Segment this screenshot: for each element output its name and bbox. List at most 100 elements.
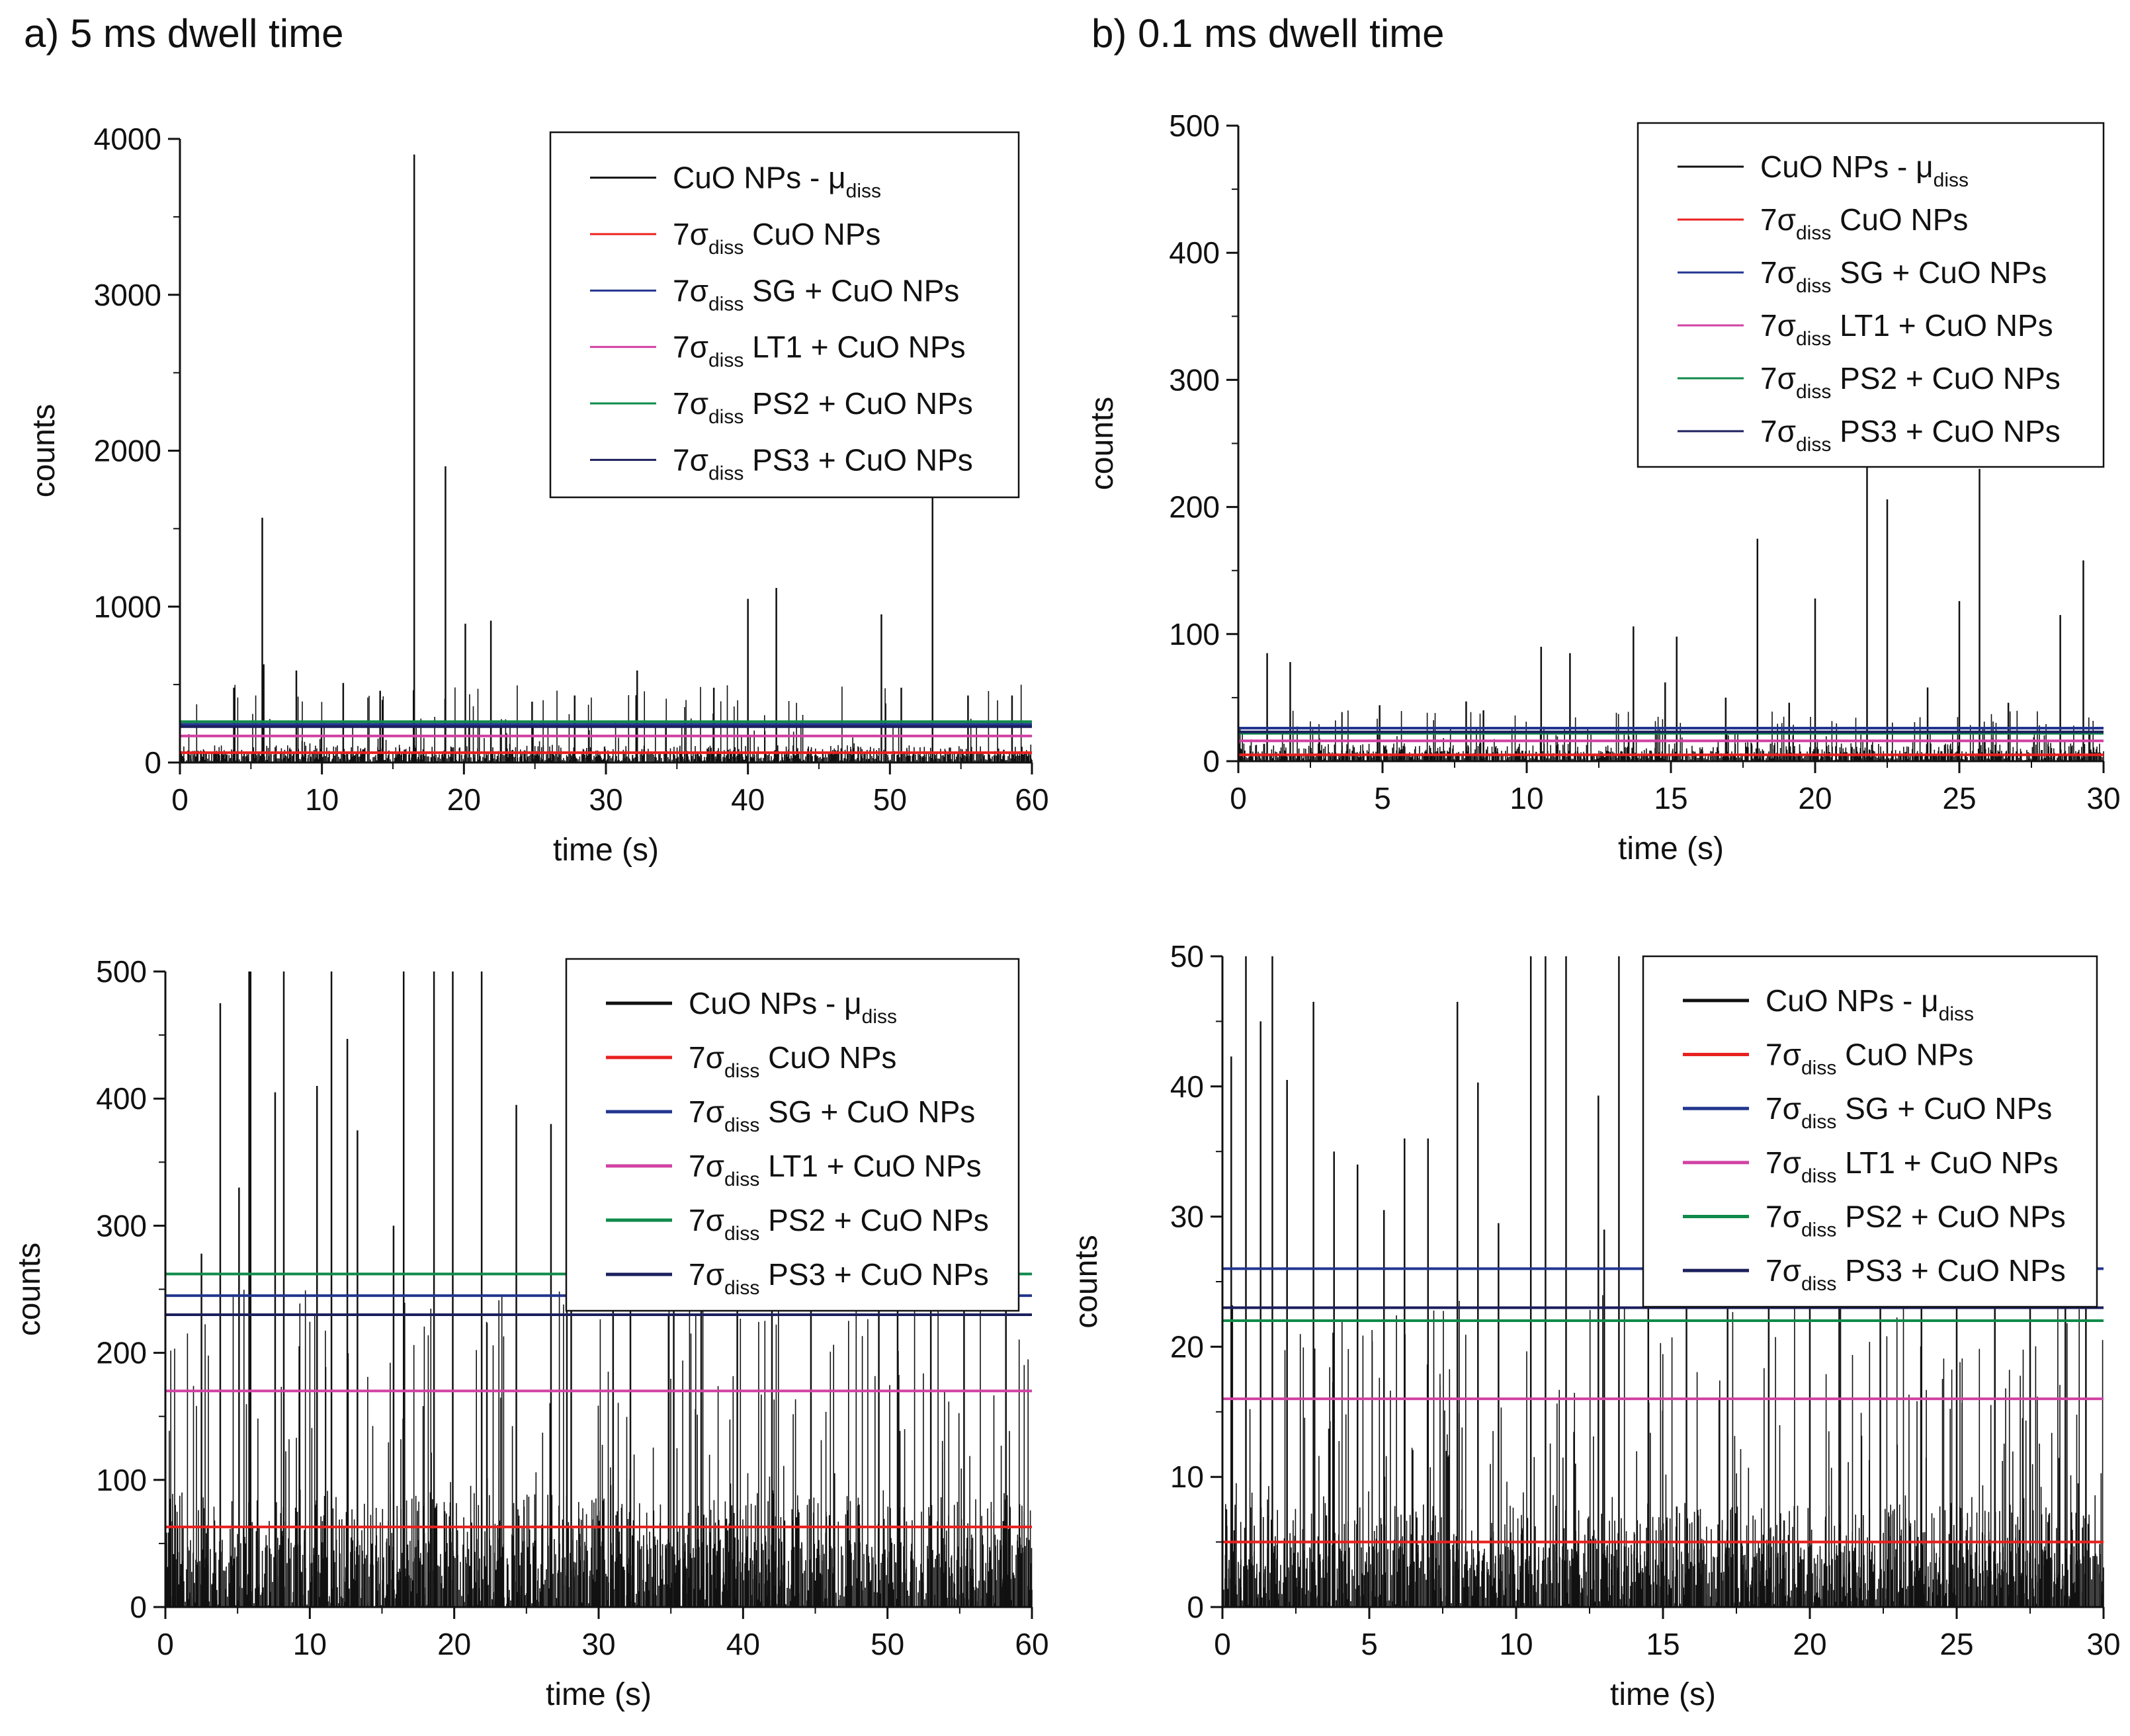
panel-a-title: a) 5 ms dwell time xyxy=(24,11,344,56)
legend-label: 7σdiss PS3 + CuO NPs xyxy=(1760,414,2061,456)
legend-label: 7σdiss CuO NPs xyxy=(673,217,880,259)
x-tick-label: 0 xyxy=(1214,1627,1231,1661)
x-axis-title: time (s) xyxy=(1610,1677,1716,1712)
x-tick-label: 10 xyxy=(1510,781,1543,815)
legend-label: 7σdiss SG + CuO NPs xyxy=(1760,255,2047,297)
y-tick-label: 50 xyxy=(1170,939,1204,973)
y-tick-label: 200 xyxy=(1169,490,1220,524)
y-tick-label: 300 xyxy=(96,1208,147,1243)
chart-b-bottom: 0 5 10 15 20 25 30 0 10 20 30 40 50 time (s) counts CuO… xyxy=(1069,939,2121,1712)
legend-label: 7σdiss CuO NPs xyxy=(689,1040,896,1082)
y-axis-title: counts xyxy=(1069,1235,1104,1328)
legend-label: 7σdiss PS3 + CuO NPs xyxy=(1766,1253,2066,1295)
legend: CuO NPs - μdiss 7σdiss CuO NPs 7σdiss SG +… xyxy=(1637,122,2105,468)
chart-a-bottom: 0 10 20 30 40 50 60 0 100 200 300 400 500 time (s) cou… xyxy=(12,954,1049,1712)
panel-b-title: b) 0.1 ms dwell time xyxy=(1091,11,1445,56)
x-tick-label: 15 xyxy=(1646,1627,1680,1661)
y-tick-label: 2000 xyxy=(94,434,161,468)
x-tick-label: 40 xyxy=(726,1627,760,1661)
x-tick-label: 20 xyxy=(447,782,481,817)
chart-a-top: 0 10 20 30 40 50 60 0 1000 2000 3000 4000 time (s) co… xyxy=(26,122,1049,868)
legend-label: 7σdiss PS2 + CuO NPs xyxy=(673,386,973,428)
legend-label: 7σdiss CuO NPs xyxy=(1760,202,1968,244)
y-tick-label: 200 xyxy=(96,1336,147,1370)
legend-label: 7σdiss LT1 + CuO NPs xyxy=(673,330,966,372)
y-tick-label: 0 xyxy=(144,745,161,780)
x-tick-label: 30 xyxy=(2086,1627,2120,1661)
legend-box xyxy=(565,958,1020,1312)
y-tick-label: 500 xyxy=(96,954,147,989)
y-tick-label: 30 xyxy=(1170,1200,1204,1234)
y-tick-label: 0 xyxy=(1187,1590,1204,1624)
x-tick-label: 20 xyxy=(1793,1627,1826,1661)
legend: CuO NPs - μdiss 7σdiss CuO NPs 7σdiss SG +… xyxy=(1642,955,2098,1308)
y-tick-label: 3000 xyxy=(94,278,161,312)
x-tick-label: 30 xyxy=(2086,781,2120,815)
legend-label: 7σdiss PS3 + CuO NPs xyxy=(689,1257,989,1299)
y-axis-title: counts xyxy=(12,1243,47,1336)
x-tick-label: 60 xyxy=(1015,1627,1048,1661)
y-axis-title: counts xyxy=(26,404,62,497)
legend-box xyxy=(1637,122,2105,468)
y-tick-label: 10 xyxy=(1170,1460,1204,1494)
y-axis-title: counts xyxy=(1085,397,1120,490)
y-tick-label: 20 xyxy=(1170,1329,1204,1364)
x-tick-label: 50 xyxy=(873,782,907,817)
legend-label: 7σdiss PS2 + CuO NPs xyxy=(1766,1200,2066,1241)
y-tick-label: 100 xyxy=(96,1463,147,1497)
legend-label: 7σdiss SG + CuO NPs xyxy=(673,273,959,315)
x-tick-label: 10 xyxy=(1499,1627,1533,1661)
y-tick-label: 100 xyxy=(1169,617,1220,651)
legend: CuO NPs - μdiss 7σdiss CuO NPs 7σdiss SG +… xyxy=(565,958,1020,1312)
x-tick-label: 0 xyxy=(171,782,189,817)
x-tick-label: 25 xyxy=(1942,781,1976,815)
x-tick-label: 10 xyxy=(305,782,339,817)
y-tick-label: 500 xyxy=(1169,108,1220,143)
x-axis-title: time (s) xyxy=(546,1677,652,1712)
x-tick-label: 0 xyxy=(157,1627,174,1661)
legend-label: 7σdiss LT1 + CuO NPs xyxy=(1766,1145,2059,1187)
x-tick-label: 30 xyxy=(581,1627,615,1661)
legend-label: 7σdiss CuO NPs xyxy=(1766,1038,1973,1079)
y-tick-label: 300 xyxy=(1169,362,1220,397)
legend-label: 7σdiss SG + CuO NPs xyxy=(689,1095,975,1136)
legend-label: CuO NPs - μdiss xyxy=(673,161,881,202)
legend-label: CuO NPs - μdiss xyxy=(1766,983,1974,1025)
legend-box xyxy=(549,131,1020,499)
x-tick-label: 30 xyxy=(589,782,622,817)
legend-label: 7σdiss LT1 + CuO NPs xyxy=(1760,308,2053,350)
signal-noise xyxy=(165,1290,1033,1607)
y-tick-label: 400 xyxy=(1169,235,1220,270)
legend: CuO NPs - μdiss 7σdiss CuO NPs 7σdiss SG +… xyxy=(549,131,1020,499)
x-tick-label: 15 xyxy=(1654,781,1687,815)
signal-noise xyxy=(1222,1295,2104,1607)
x-tick-label: 5 xyxy=(1361,1627,1378,1661)
y-tick-label: 0 xyxy=(130,1590,147,1624)
x-tick-label: 60 xyxy=(1015,782,1048,817)
x-axis-title: time (s) xyxy=(1618,831,1724,866)
x-tick-label: 20 xyxy=(1798,781,1832,815)
legend-label: 7σdiss PS3 + CuO NPs xyxy=(673,442,973,484)
legend-box xyxy=(1642,955,2098,1308)
x-tick-label: 10 xyxy=(293,1627,327,1661)
y-tick-label: 400 xyxy=(96,1081,147,1116)
y-tick-label: 1000 xyxy=(94,589,161,624)
x-tick-label: 50 xyxy=(871,1627,904,1661)
legend-label: 7σdiss LT1 + CuO NPs xyxy=(689,1149,982,1190)
x-tick-label: 40 xyxy=(731,782,765,817)
y-tick-label: 0 xyxy=(1203,744,1220,778)
x-tick-label: 0 xyxy=(1230,781,1247,815)
x-tick-label: 5 xyxy=(1374,781,1391,815)
y-tick-label: 40 xyxy=(1170,1069,1204,1104)
x-tick-label: 20 xyxy=(437,1627,471,1661)
x-axis-title: time (s) xyxy=(553,833,659,868)
legend-label: CuO NPs - μdiss xyxy=(689,986,897,1028)
legend-label: 7σdiss SG + CuO NPs xyxy=(1766,1091,2052,1133)
x-tick-label: 25 xyxy=(1939,1627,1973,1661)
legend-label: 7σdiss PS2 + CuO NPs xyxy=(1760,361,2061,403)
legend-label: CuO NPs - μdiss xyxy=(1760,149,1969,191)
legend-label: 7σdiss PS2 + CuO NPs xyxy=(689,1203,989,1245)
y-tick-label: 4000 xyxy=(94,122,161,156)
